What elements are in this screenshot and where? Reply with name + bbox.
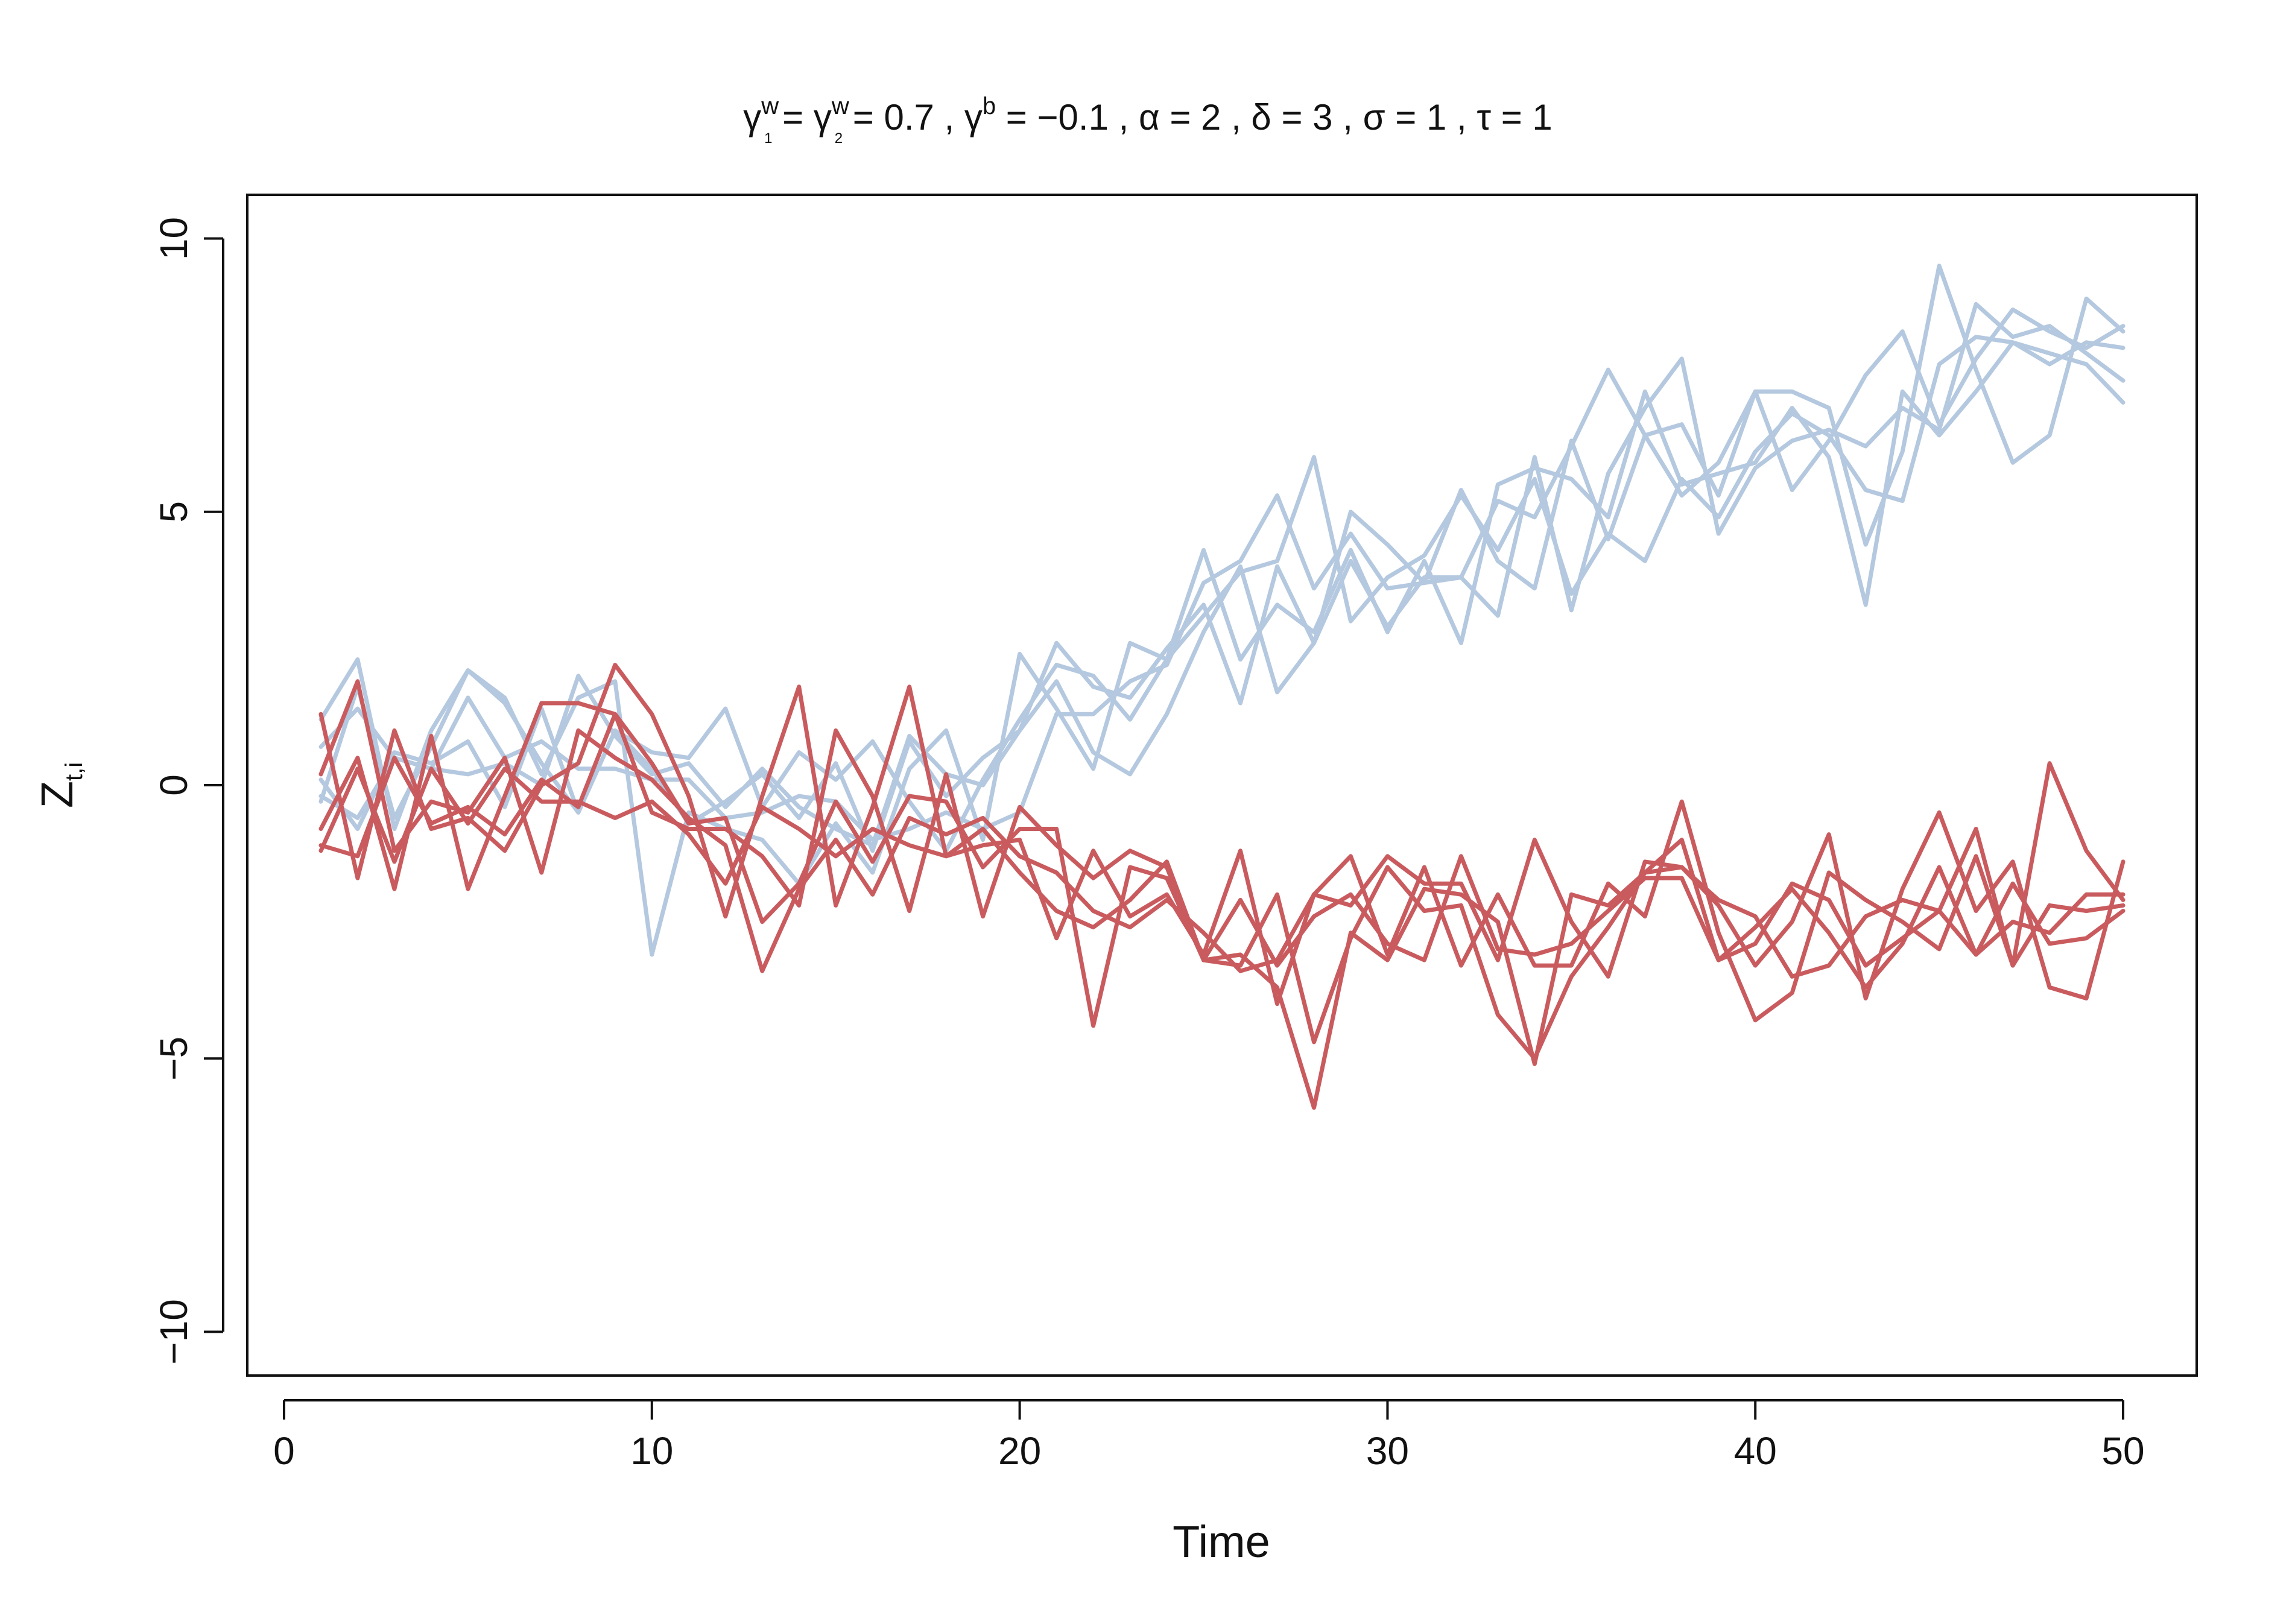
series-line-group_2-7: [318, 679, 2126, 1000]
y-tick-label: 0: [152, 774, 195, 796]
series-line-group_2-8: [318, 701, 2126, 990]
series-line-group_2-6: [318, 663, 2126, 1023]
y-axis-title: Zt,i: [32, 762, 87, 808]
x-tick-label: 50: [2101, 1429, 2144, 1473]
x-tick-label: 10: [630, 1429, 673, 1473]
series-line-group_1-5: [318, 307, 2126, 842]
x-tick-label: 0: [273, 1429, 295, 1473]
series-line-group_1-4: [318, 302, 2126, 848]
chart-title-part: γ: [964, 97, 983, 137]
y-tick-label: −10: [152, 1299, 195, 1365]
x-axis: 0 10 20 30 40 50: [273, 1399, 2145, 1473]
y-axis-title-subscript: t,i: [61, 762, 87, 781]
x-tick-label: 40: [1734, 1429, 1777, 1473]
series-line-group_2-10: [318, 766, 2126, 1061]
x-axis-title: Time: [1173, 1517, 1270, 1567]
x-tick-label: 30: [1366, 1429, 1409, 1473]
y-axis-title-main: Z: [32, 781, 82, 808]
chart-title: γw 1 = γw 2 = 0.7 , γb = −0.1 , α = 2 , δ …: [743, 93, 1553, 147]
y-axis: −10 −5 0 5 10: [152, 217, 224, 1365]
chart-title-part: γ: [743, 97, 761, 137]
series-layer: [318, 264, 2126, 1110]
y-tick-label: 10: [152, 217, 195, 260]
chart-title-part: γ: [814, 97, 832, 137]
x-tick-label: 20: [998, 1429, 1041, 1473]
series-line-group_2-9: [318, 712, 2126, 1110]
chart-title-part: b: [983, 93, 996, 119]
plot-frame: [246, 194, 2198, 1377]
y-tick-label: 5: [152, 501, 195, 523]
chart-title-part: =: [772, 97, 813, 137]
chart-title-part: 1: [764, 130, 772, 147]
chart-title-part: = 0.7 ,: [843, 97, 964, 137]
chart-title-part: 2: [835, 130, 843, 147]
chart-title-part: w: [831, 93, 849, 119]
chart-title-part: = −0.1 , α = 2 , δ = 3 , σ = 1 , τ = 1: [996, 97, 1553, 137]
y-tick-label: −5: [152, 1037, 195, 1081]
chart-title-part: w: [761, 93, 779, 119]
